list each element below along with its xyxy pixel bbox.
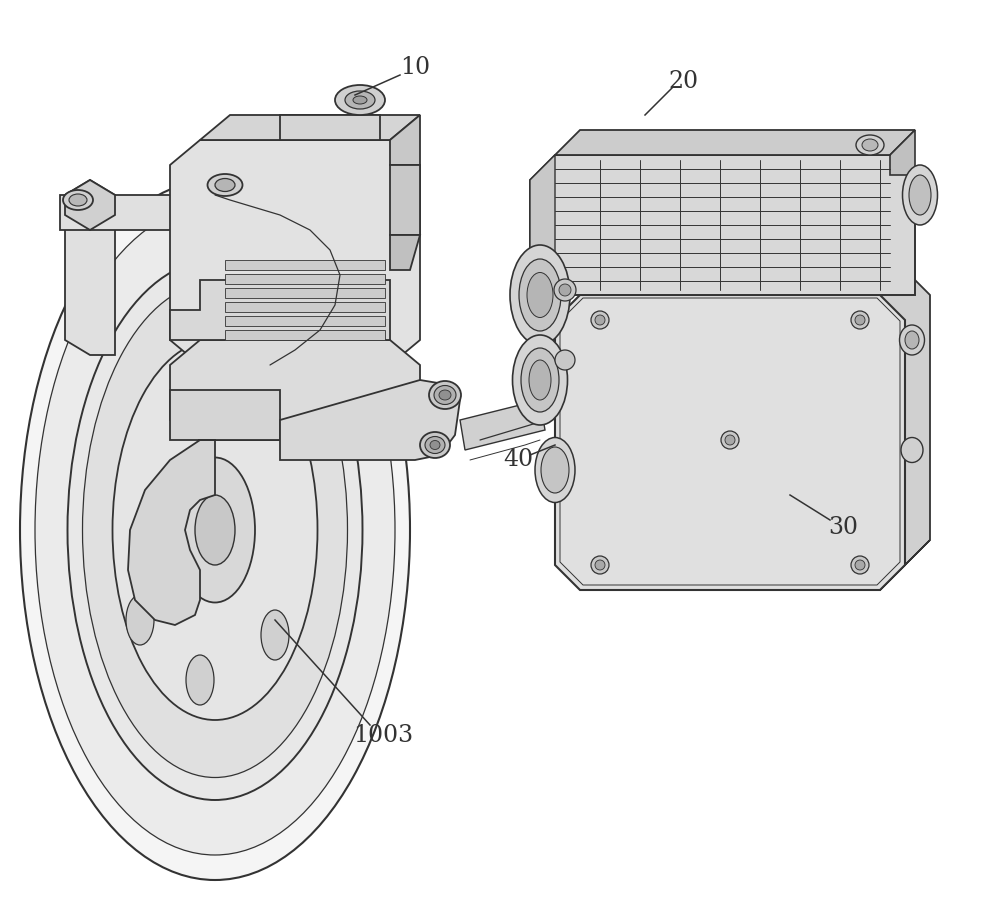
Ellipse shape	[68, 260, 362, 800]
Ellipse shape	[215, 178, 235, 191]
Polygon shape	[890, 130, 915, 175]
Ellipse shape	[725, 435, 735, 445]
Ellipse shape	[554, 279, 576, 301]
Ellipse shape	[512, 335, 568, 425]
Ellipse shape	[901, 437, 923, 462]
Ellipse shape	[208, 174, 242, 196]
Text: 10: 10	[400, 56, 430, 80]
Ellipse shape	[353, 96, 367, 104]
Ellipse shape	[855, 315, 865, 325]
Ellipse shape	[434, 385, 456, 404]
Ellipse shape	[521, 348, 559, 412]
Ellipse shape	[510, 245, 570, 345]
Polygon shape	[65, 180, 115, 355]
Ellipse shape	[595, 560, 605, 570]
Ellipse shape	[721, 431, 739, 449]
Ellipse shape	[855, 560, 865, 570]
Text: 30: 30	[828, 516, 858, 539]
Ellipse shape	[909, 175, 931, 215]
Polygon shape	[170, 140, 420, 365]
Ellipse shape	[112, 340, 318, 720]
Polygon shape	[225, 288, 385, 298]
Ellipse shape	[430, 440, 440, 449]
Text: 1003: 1003	[353, 723, 413, 746]
Ellipse shape	[535, 437, 575, 503]
Ellipse shape	[851, 556, 869, 574]
Ellipse shape	[186, 655, 214, 705]
Ellipse shape	[541, 447, 569, 493]
Polygon shape	[390, 115, 420, 165]
Polygon shape	[880, 270, 930, 565]
Ellipse shape	[175, 458, 255, 603]
Text: 20: 20	[668, 71, 698, 94]
Ellipse shape	[559, 284, 571, 296]
Ellipse shape	[63, 190, 93, 210]
Polygon shape	[460, 400, 545, 450]
Polygon shape	[65, 180, 115, 230]
Ellipse shape	[20, 180, 410, 880]
Ellipse shape	[591, 311, 609, 329]
Ellipse shape	[851, 311, 869, 329]
Polygon shape	[60, 195, 200, 230]
Ellipse shape	[591, 556, 609, 574]
Polygon shape	[390, 235, 420, 270]
Polygon shape	[170, 280, 390, 340]
Polygon shape	[280, 115, 380, 140]
Ellipse shape	[35, 205, 395, 855]
Polygon shape	[555, 295, 905, 590]
Ellipse shape	[862, 139, 878, 151]
Ellipse shape	[856, 135, 884, 155]
Ellipse shape	[126, 595, 154, 645]
Polygon shape	[580, 540, 930, 590]
Polygon shape	[225, 274, 385, 284]
Polygon shape	[225, 302, 385, 312]
Ellipse shape	[345, 91, 375, 109]
Ellipse shape	[900, 325, 924, 355]
Ellipse shape	[69, 194, 87, 206]
Ellipse shape	[261, 610, 289, 660]
Polygon shape	[280, 380, 460, 460]
Ellipse shape	[527, 273, 553, 317]
Ellipse shape	[82, 282, 348, 777]
Ellipse shape	[595, 315, 605, 325]
Polygon shape	[225, 260, 385, 270]
Text: 40: 40	[503, 448, 533, 471]
Ellipse shape	[529, 360, 551, 400]
Polygon shape	[530, 155, 555, 295]
Polygon shape	[128, 390, 280, 625]
Polygon shape	[555, 130, 915, 155]
Polygon shape	[530, 155, 915, 295]
Ellipse shape	[902, 165, 938, 225]
Polygon shape	[225, 316, 385, 326]
Polygon shape	[170, 340, 420, 440]
Ellipse shape	[335, 85, 385, 115]
Ellipse shape	[429, 381, 461, 409]
Ellipse shape	[195, 495, 235, 565]
Ellipse shape	[425, 437, 445, 453]
Polygon shape	[200, 115, 420, 140]
Ellipse shape	[439, 390, 451, 400]
Ellipse shape	[519, 259, 561, 331]
Ellipse shape	[905, 331, 919, 349]
Ellipse shape	[555, 350, 575, 370]
Polygon shape	[390, 165, 420, 235]
Polygon shape	[225, 330, 385, 340]
Ellipse shape	[420, 432, 450, 458]
